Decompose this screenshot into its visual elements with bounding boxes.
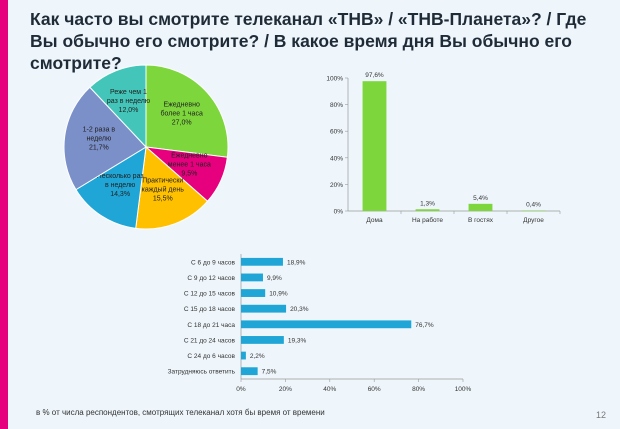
pie-slice	[89, 64, 147, 149]
bar	[362, 81, 387, 211]
bar-value-label: 20,3%	[290, 306, 309, 313]
bar	[241, 320, 412, 329]
pie-slice-label: Несколько раз в неделю 14,3%	[97, 173, 144, 198]
bar-value-label: 18,9%	[287, 259, 306, 266]
bar-value-label: 10,9%	[269, 291, 288, 298]
bar-value-label: 1,3%	[420, 200, 435, 207]
pie-chart: Ежедневно более 1 часа 27,0% Ежедневно менее…	[63, 64, 229, 230]
bar-value-label: 97,6%	[365, 72, 384, 79]
pie-slice	[63, 86, 147, 191]
bar	[241, 351, 246, 360]
category-label: С 21 до 24 часов	[184, 337, 236, 344]
time-bar-chart: 0% 20% 40% 60% 80% 100% 18,9% С 6 до 9 часов 9,9…	[168, 254, 472, 393]
y-tick-label: 100%	[326, 76, 343, 83]
x-tick-label: 20%	[279, 386, 292, 393]
pie-slice	[75, 146, 147, 229]
bar-value-label: 0,4%	[526, 201, 541, 208]
x-tick-label: 0%	[236, 386, 246, 393]
category-label: С 6 до 9 часов	[191, 259, 235, 266]
y-tick-label: 0%	[334, 209, 344, 216]
x-tick-label: 100%	[455, 386, 472, 393]
bar	[241, 273, 263, 282]
category-label: С 15 до 18 часов	[184, 306, 236, 313]
category-label: С 12 до 15 часов	[184, 291, 236, 298]
bar	[468, 203, 493, 211]
category-label: Другое	[523, 217, 544, 224]
footnote: в % от числа респондентов, смотрящих тел…	[36, 408, 325, 417]
bar-value-label: 9,9%	[267, 275, 282, 282]
y-tick-label: 20%	[330, 182, 343, 189]
x-tick-label: 80%	[412, 386, 425, 393]
y-tick-label: 60%	[330, 129, 343, 136]
category-label: На работе	[412, 216, 443, 224]
x-tick-label: 40%	[323, 386, 336, 393]
category-label: В гостях	[468, 217, 494, 224]
x-tick-label: 60%	[368, 386, 381, 393]
pie-slice-label: Ежедневно менее 1 часа 9,5%	[168, 153, 211, 178]
y-tick-label: 80%	[330, 102, 343, 109]
bar	[521, 210, 546, 211]
category-label: С 24 до 6 часов	[187, 353, 235, 360]
pie-slice-label: Ежедневно более 1 часа 27,0%	[161, 102, 203, 127]
pie-slice	[145, 64, 229, 158]
bar-value-label: 76,7%	[415, 322, 434, 329]
bar	[415, 209, 440, 211]
pie-slice-label: Практически каждый день 15,5%	[142, 177, 185, 202]
bar	[241, 336, 284, 344]
page-number: 12	[595, 410, 606, 420]
bar	[241, 367, 258, 376]
bar	[241, 289, 266, 297]
slide-title: Как часто вы смотрите телеканал «ТНВ» / …	[30, 9, 587, 73]
bar-value-label: 5,4%	[473, 195, 488, 202]
location-bar-chart: 0% 20% 40% 60% 80% 100% 97,6% Дома 1,3% На работе…	[326, 72, 561, 224]
category-label: Затрудняюсь ответить	[168, 369, 236, 376]
bar-value-label: 7,5%	[262, 369, 277, 376]
bar-value-label: 19,3%	[288, 337, 307, 344]
pie-slice-label: Реже чем 1 раз в неделю 12,0%	[107, 89, 150, 114]
y-tick-label: 40%	[330, 155, 343, 162]
accent-bar	[0, 0, 8, 429]
category-label: С 9 до 12 часов	[187, 275, 235, 282]
category-label: С 18 до 21 часа	[187, 322, 235, 329]
category-label: Дома	[366, 217, 383, 224]
bar	[241, 257, 283, 266]
pie-slice	[135, 146, 209, 230]
pie-slice-label: 1-2 раза в неделю 21,7%	[83, 127, 116, 152]
bar	[241, 304, 287, 313]
bar-value-label: 2,2%	[250, 353, 265, 360]
